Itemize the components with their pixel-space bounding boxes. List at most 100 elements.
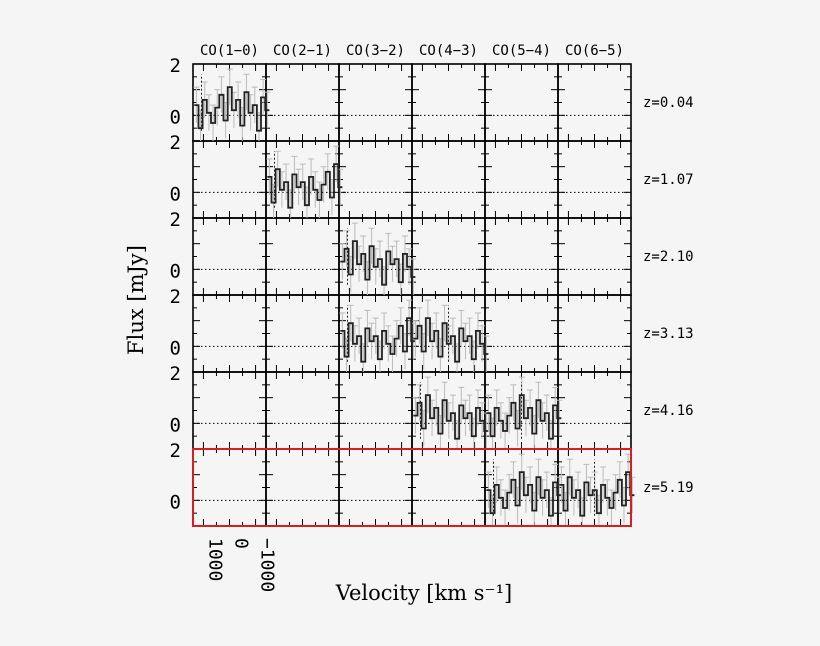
panel-frame (557, 63, 632, 142)
y-tick-label: 0 (170, 260, 181, 282)
panel (484, 294, 559, 373)
panel-frame (338, 63, 413, 142)
panel (411, 140, 486, 219)
panel (265, 371, 340, 450)
panel (192, 371, 267, 450)
y-tick-label: 0 (170, 491, 181, 513)
column-headers: CO(1−0) CO(2−1) CO(3−2) CO(4−3) CO(5−4) CO(6−… (200, 43, 624, 59)
panel-frame (265, 448, 340, 527)
panel (557, 371, 632, 450)
panel-frame (484, 63, 559, 142)
row-label: z=0.04 (643, 95, 694, 111)
panel (484, 217, 559, 296)
spectrum (339, 299, 417, 372)
panel (265, 448, 340, 527)
panel-frame (265, 294, 340, 373)
panel-frame (265, 371, 340, 450)
y-tick-label: 2 (170, 286, 181, 308)
spectrum (485, 453, 563, 526)
column-header: CO(2−1) (273, 43, 332, 59)
spectrum-line (267, 163, 343, 209)
panel (265, 217, 340, 296)
panel (192, 140, 267, 219)
spectrum-line (559, 471, 635, 517)
row-label: z=3.13 (643, 326, 694, 342)
column-header: CO(6−5) (565, 43, 624, 59)
row-labels: z=0.04 z=1.07 z=2.10 z=3.13 z=4.16 z=5.19 (643, 95, 694, 496)
panel-frame (338, 448, 413, 527)
spectrum-line (486, 394, 562, 440)
spectrum-line (413, 317, 489, 363)
spectrum (339, 222, 417, 295)
highlighted-row-box (192, 448, 632, 527)
panel (557, 294, 632, 373)
row-label: z=4.16 (643, 403, 694, 419)
panel-frame (411, 217, 486, 296)
panel-frame (557, 140, 632, 219)
spectrum (412, 376, 490, 449)
panel (484, 140, 559, 219)
spectrum-line (486, 471, 562, 517)
panel (411, 63, 486, 142)
spectrum (485, 376, 563, 449)
spectrum (558, 453, 636, 526)
panel-frame (557, 371, 632, 450)
panel (265, 294, 340, 373)
spectrum (193, 68, 271, 141)
row-label: z=5.19 (643, 480, 694, 496)
panel-frame (484, 294, 559, 373)
y-tick-label: 2 (170, 440, 181, 462)
panel-grid (192, 63, 636, 527)
column-header: CO(4−3) (419, 43, 478, 59)
panel-frame (192, 217, 267, 296)
y-tick-label: 0 (170, 414, 181, 436)
panel (411, 217, 486, 296)
panel (557, 63, 632, 142)
panel-frame (411, 448, 486, 527)
panel-frame (557, 217, 632, 296)
x-tick-label: −1000 (257, 538, 278, 592)
spectrum-line (340, 317, 416, 363)
y-tick-label: 2 (170, 209, 181, 231)
panel-frame (192, 140, 267, 219)
panel (484, 63, 559, 142)
column-header: CO(3−2) (346, 43, 405, 59)
panel-frame (192, 371, 267, 450)
panel (192, 448, 267, 527)
row-label: z=1.07 (643, 172, 694, 188)
spectrum-line (194, 86, 270, 132)
panel (192, 294, 267, 373)
row-label: z=2.10 (643, 249, 694, 265)
panel-frame (557, 294, 632, 373)
spectrum-line (413, 394, 489, 440)
panel-frame (338, 140, 413, 219)
panel-frame (411, 140, 486, 219)
panel-frame (484, 217, 559, 296)
y-tick-label: 2 (170, 132, 181, 154)
x-axis-label: Velocity [km s⁻¹] (335, 581, 512, 605)
y-axis-label: Flux [mJy] (124, 245, 148, 355)
spectrum (266, 145, 344, 218)
panel (338, 140, 413, 219)
column-header: CO(1−0) (200, 43, 259, 59)
x-tick-labels: 1000 0 −1000 (204, 538, 277, 592)
y-tick-label: 2 (170, 363, 181, 385)
panel-frame (192, 294, 267, 373)
spectrum (412, 299, 490, 372)
panel (192, 217, 267, 296)
panel (265, 63, 340, 142)
spectrum-line (340, 240, 416, 286)
panel-frame (265, 217, 340, 296)
column-header: CO(5−4) (492, 43, 551, 59)
y-tick-label: 0 (170, 106, 181, 128)
panel (411, 448, 486, 527)
panel-frame (265, 63, 340, 142)
panel (338, 448, 413, 527)
y-tick-label: 2 (170, 55, 181, 77)
y-tick-labels: 2 0 2 0 2 0 2 0 2 0 2 0 (170, 55, 181, 513)
y-tick-label: 0 (170, 183, 181, 205)
panel-frame (192, 448, 267, 527)
panel-frame (411, 63, 486, 142)
panel (338, 371, 413, 450)
